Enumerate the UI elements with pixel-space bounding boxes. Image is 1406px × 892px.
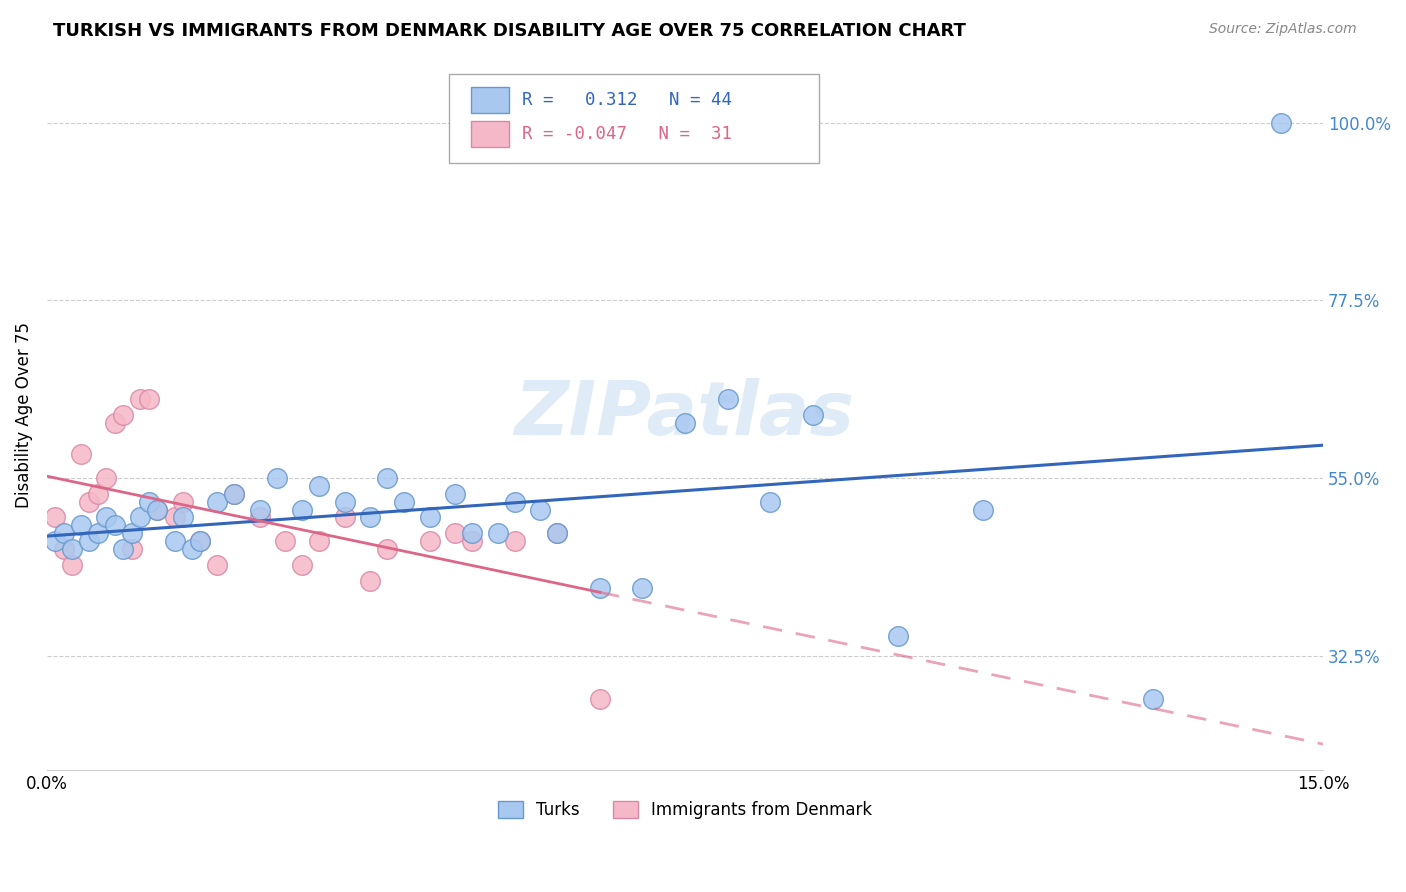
Point	[673, 416, 696, 430]
Point	[589, 582, 612, 596]
Point	[87, 526, 110, 541]
Point	[631, 582, 654, 596]
Text: ZIPatlas: ZIPatlas	[515, 378, 855, 451]
Point	[70, 447, 93, 461]
FancyBboxPatch shape	[449, 74, 820, 162]
Point	[44, 510, 66, 524]
Point	[308, 534, 330, 549]
Point	[104, 518, 127, 533]
Point	[121, 541, 143, 556]
Point	[759, 494, 782, 508]
Y-axis label: Disability Age Over 75: Disability Age Over 75	[15, 322, 32, 508]
Point	[62, 541, 84, 556]
Point	[87, 487, 110, 501]
Point	[62, 558, 84, 572]
Point	[163, 534, 186, 549]
Point	[359, 510, 381, 524]
Point	[138, 494, 160, 508]
Point	[333, 494, 356, 508]
Point	[222, 487, 245, 501]
Point	[222, 487, 245, 501]
Point	[96, 510, 118, 524]
Point	[205, 558, 228, 572]
Text: Source: ZipAtlas.com: Source: ZipAtlas.com	[1209, 22, 1357, 37]
Point	[801, 408, 824, 422]
Point	[503, 494, 526, 508]
Text: R = -0.047   N =  31: R = -0.047 N = 31	[522, 125, 731, 144]
Point	[291, 558, 314, 572]
Point	[375, 541, 398, 556]
Point	[205, 494, 228, 508]
Point	[419, 510, 441, 524]
Point	[172, 494, 194, 508]
Point	[444, 526, 467, 541]
Point	[249, 502, 271, 516]
Point	[112, 408, 135, 422]
Point	[291, 502, 314, 516]
Point	[79, 534, 101, 549]
Point	[461, 534, 484, 549]
Point	[52, 541, 75, 556]
Point	[146, 502, 169, 516]
Point	[180, 541, 202, 556]
Point	[308, 479, 330, 493]
Point	[96, 471, 118, 485]
Point	[503, 534, 526, 549]
Point	[274, 534, 297, 549]
Point	[589, 692, 612, 706]
Point	[249, 510, 271, 524]
Point	[70, 518, 93, 533]
FancyBboxPatch shape	[471, 121, 509, 147]
Point	[266, 471, 288, 485]
Point	[129, 392, 152, 406]
Point	[886, 629, 908, 643]
Point	[394, 494, 416, 508]
FancyBboxPatch shape	[471, 87, 509, 113]
Point	[1270, 116, 1292, 130]
Point	[163, 510, 186, 524]
Point	[546, 526, 568, 541]
Point	[419, 534, 441, 549]
Point	[52, 526, 75, 541]
Point	[333, 510, 356, 524]
Point	[138, 392, 160, 406]
Point	[444, 487, 467, 501]
Point	[188, 534, 211, 549]
Point	[112, 541, 135, 556]
Point	[375, 471, 398, 485]
Text: TURKISH VS IMMIGRANTS FROM DENMARK DISABILITY AGE OVER 75 CORRELATION CHART: TURKISH VS IMMIGRANTS FROM DENMARK DISAB…	[53, 22, 966, 40]
Point	[972, 502, 994, 516]
Point	[104, 416, 127, 430]
Point	[129, 510, 152, 524]
Point	[172, 510, 194, 524]
Point	[461, 526, 484, 541]
Point	[146, 502, 169, 516]
Point	[716, 392, 738, 406]
Point	[546, 526, 568, 541]
Point	[121, 526, 143, 541]
Legend: Turks, Immigrants from Denmark: Turks, Immigrants from Denmark	[491, 794, 879, 826]
Text: R =   0.312   N = 44: R = 0.312 N = 44	[522, 91, 731, 109]
Point	[188, 534, 211, 549]
Point	[359, 574, 381, 588]
Point	[44, 534, 66, 549]
Point	[486, 526, 509, 541]
Point	[529, 502, 551, 516]
Point	[1142, 692, 1164, 706]
Point	[79, 494, 101, 508]
